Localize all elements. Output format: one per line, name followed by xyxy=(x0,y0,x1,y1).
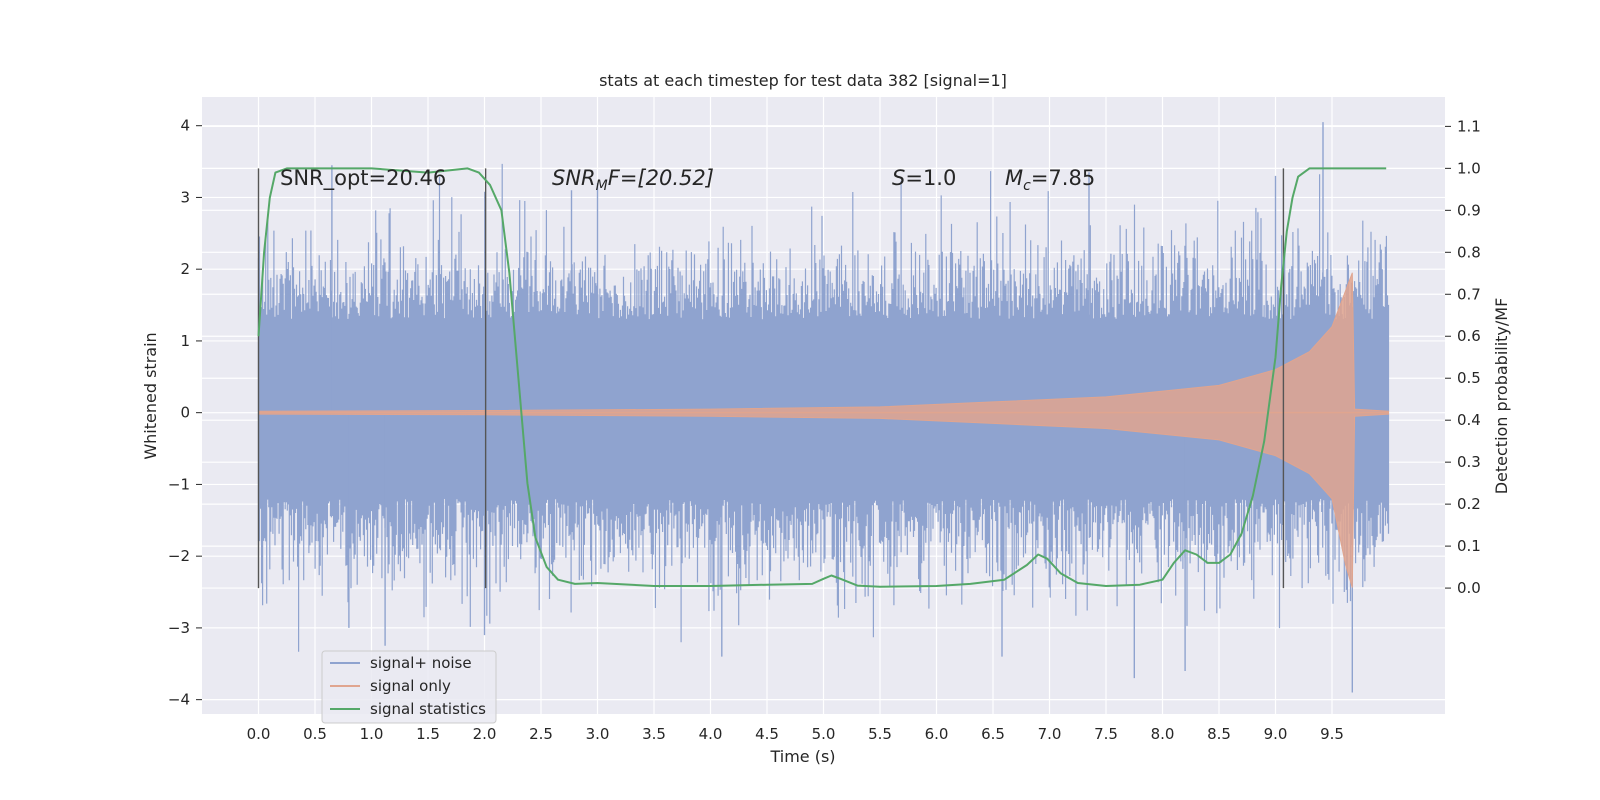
y-tick-label: −2 xyxy=(168,547,190,565)
y2-tick-label: 0.1 xyxy=(1457,537,1481,555)
legend-label-statistics: signal statistics xyxy=(370,700,486,718)
x-tick-label: 3.5 xyxy=(642,725,666,743)
mc-symbol: M xyxy=(1005,166,1023,190)
snr-mf-value: F=[20.52] xyxy=(608,166,714,190)
x-tick-label: 1.0 xyxy=(360,725,384,743)
mc-annotation: Mc=7.85 xyxy=(1005,166,1095,194)
snr-mf-subscript: M xyxy=(596,178,608,194)
x-tick-label: 9.0 xyxy=(1264,725,1288,743)
mc-value: =7.85 xyxy=(1031,166,1095,190)
segment-markers xyxy=(257,168,1285,589)
y2-tick-label: 1.0 xyxy=(1457,159,1481,177)
snr-opt-annotation: SNR_opt=20.46 xyxy=(280,166,446,191)
x-tick-label: 0.5 xyxy=(303,725,327,743)
legend-box xyxy=(321,650,497,724)
x-tick-label: 7.5 xyxy=(1094,725,1118,743)
x-tick-label: 0.0 xyxy=(247,725,271,743)
x-tick-label: 4.5 xyxy=(755,725,779,743)
y-tick-label: 2 xyxy=(180,260,190,278)
chart-title: stats at each timestep for test data 382… xyxy=(599,71,1007,90)
y-tick-label: −4 xyxy=(168,691,190,709)
y2-tick-label: 0.9 xyxy=(1457,201,1481,219)
signal-statistics-series xyxy=(257,167,1387,588)
y2-tick-label: 0.0 xyxy=(1457,579,1481,597)
y-tick-label: −3 xyxy=(168,619,190,637)
x-axis-label: Time (s) xyxy=(769,747,835,766)
x-tick-label: 2.5 xyxy=(529,725,553,743)
axis-ticks: 0.0 0.5 1.0 1.5 2.0 2.5 3.0 3.5 4.0 4.5 5.0 5.5 6.0 6… xyxy=(168,117,1481,743)
mc-subscript: c xyxy=(1023,178,1031,194)
y-tick-label: −1 xyxy=(168,475,190,493)
y2-axis-label: Detection probability/MF xyxy=(1492,298,1511,495)
x-tick-label: 2.0 xyxy=(473,725,497,743)
x-tick-label: 6.5 xyxy=(981,725,1005,743)
statistics-line xyxy=(257,167,1387,588)
y-tick-label: 4 xyxy=(180,117,190,135)
x-tick-label: 3.0 xyxy=(586,725,610,743)
s-symbol: S xyxy=(892,166,905,190)
y2-tick-label: 0.8 xyxy=(1457,243,1481,261)
y2-tick-label: 0.6 xyxy=(1457,327,1481,345)
y-tick-label: 0 xyxy=(180,404,190,422)
x-tick-label: 4.0 xyxy=(699,725,723,743)
x-tick-label: 5.5 xyxy=(868,725,892,743)
signal-only-series xyxy=(258,272,1389,588)
y2-tick-label: 0.3 xyxy=(1457,453,1481,471)
s-value: =1.0 xyxy=(905,166,956,190)
y2-tick-label: 0.4 xyxy=(1457,411,1481,429)
y2-tick-label: 0.5 xyxy=(1457,369,1481,387)
x-tick-label: 6.0 xyxy=(925,725,949,743)
x-tick-label: 8.5 xyxy=(1207,725,1231,743)
x-tick-label: 5.0 xyxy=(812,725,836,743)
y-axis-label: Whitened strain xyxy=(141,332,160,459)
legend-label-noise: signal+ noise xyxy=(370,654,472,672)
legend: signal+ noise signal only signal statist… xyxy=(321,650,497,724)
snr-mf-annotation: SNRMF=[20.52] xyxy=(552,166,714,194)
y-tick-label: 3 xyxy=(180,188,190,206)
y2-tick-label: 0.2 xyxy=(1457,495,1481,513)
y2-tick-label: 1.1 xyxy=(1457,117,1481,135)
x-tick-label: 9.5 xyxy=(1320,725,1344,743)
s-annotation: S=1.0 xyxy=(892,166,956,190)
y2-tick-label: 0.7 xyxy=(1457,285,1481,303)
y-tick-label: 1 xyxy=(180,332,190,350)
x-tick-label: 8.0 xyxy=(1151,725,1175,743)
x-tick-label: 1.5 xyxy=(416,725,440,743)
snr-mf-symbol: SNR xyxy=(552,166,596,190)
x-tick-label: 7.0 xyxy=(1038,725,1062,743)
legend-label-signal: signal only xyxy=(370,677,451,695)
